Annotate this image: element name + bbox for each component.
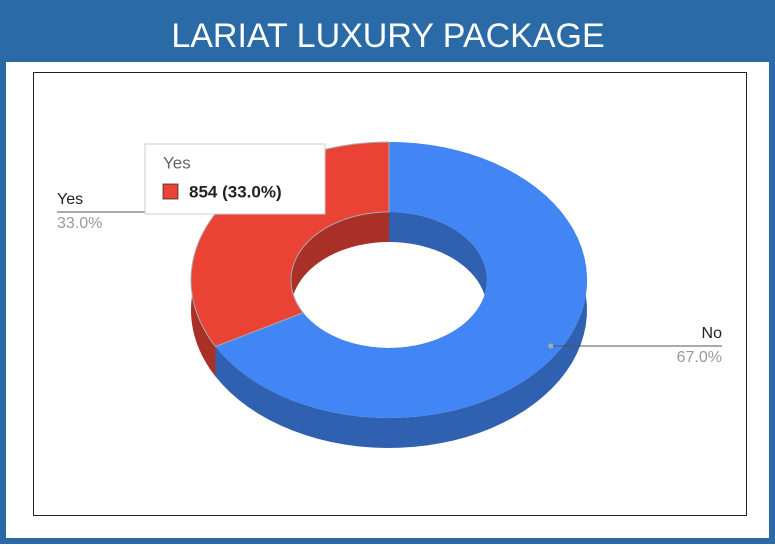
leader-dot	[548, 343, 554, 349]
chart-title: LARIAT LUXURY PACKAGE	[171, 17, 604, 55]
slice-label: Yes	[57, 191, 83, 208]
tooltip-title: Yes	[163, 153, 191, 172]
tooltip-swatch	[162, 183, 179, 200]
tooltip-text: 854 (33.0%)	[189, 182, 282, 201]
slice	[215, 142, 587, 418]
chart-area	[33, 72, 747, 516]
tooltip: Yes 854 (33.0%)	[144, 143, 326, 215]
slice-value-label: 67.0%	[677, 349, 722, 366]
slice-label: No	[702, 325, 723, 342]
tooltip-box	[144, 143, 326, 215]
slice-value-label: 33.0%	[57, 215, 102, 232]
